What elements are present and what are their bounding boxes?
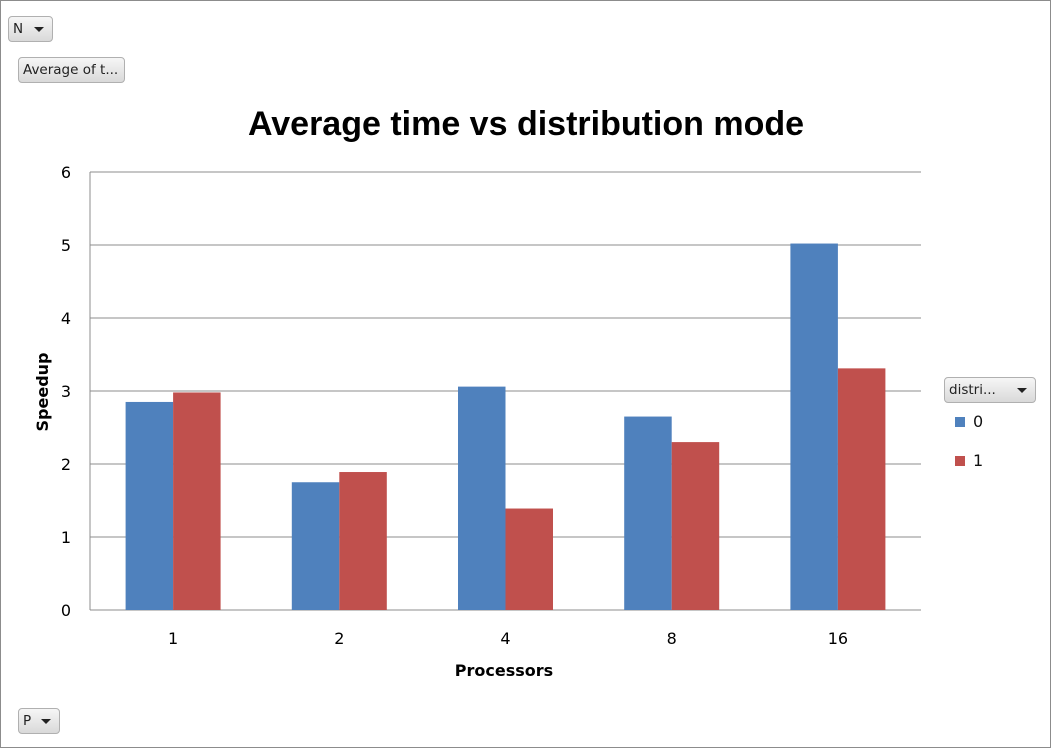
bar-series-1-cat-4 (505, 508, 553, 610)
report-filter-label: N (13, 21, 24, 37)
y-tick-label-0: 0 (61, 601, 71, 620)
dropdown-arrow-icon (41, 718, 51, 724)
x-tick-label-1: 2 (334, 629, 344, 648)
bars (125, 243, 886, 611)
axis-field-button[interactable]: P (18, 708, 60, 734)
report-filter-button[interactable]: N (8, 16, 53, 42)
y-axis-label: Speedup (33, 353, 52, 432)
x-tick-label-2: 4 (500, 629, 510, 648)
legend-label-series-0: 0 (973, 412, 984, 431)
legend-swatch-series-1 (955, 455, 965, 466)
dropdown-arrow-icon (1017, 387, 1027, 393)
legend-label-series-1: 1 (973, 451, 984, 470)
bar-series-0-cat-2 (291, 482, 340, 610)
chart-title: Average time vs distribution mode (248, 105, 804, 143)
y-tick-label-3: 3 (61, 382, 71, 401)
y-tick-label-2: 2 (61, 455, 71, 474)
legend-item-series-1: 1 (955, 451, 983, 470)
y-tick-label-5: 5 (61, 236, 71, 255)
legend-swatch-series-0 (955, 416, 965, 427)
bar-series-1-cat-16 (837, 368, 886, 610)
bar-series-0-cat-8 (624, 416, 672, 610)
bar-series-0-cat-4 (458, 386, 506, 610)
bar-series-1-cat-8 (671, 442, 720, 610)
axis-field-label: P (23, 713, 32, 729)
x-axis-tick-labels: 1 2 4 8 16 (168, 629, 848, 648)
x-tick-label-0: 1 (168, 629, 178, 648)
y-tick-label-6: 6 (61, 163, 71, 182)
y-axis-tick-labels: 0 1 2 3 4 5 6 (61, 163, 71, 620)
legend-field-button[interactable]: distri... (944, 377, 1036, 403)
x-tick-label-4: 16 (828, 629, 848, 648)
legend-item-series-0: 0 (955, 412, 983, 431)
y-tick-label-1: 1 (61, 528, 71, 547)
values-field-button[interactable]: Average of t... (18, 57, 125, 83)
y-tick-label-4: 4 (61, 309, 71, 328)
dropdown-arrow-icon (34, 26, 44, 32)
legend-field-label: distri... (949, 382, 996, 398)
bar-series-1-cat-1 (173, 392, 221, 610)
x-axis-label: Processors (455, 661, 553, 680)
bar-series-1-cat-2 (339, 472, 387, 610)
bar-series-0-cat-16 (790, 243, 838, 611)
x-tick-label-3: 8 (667, 629, 677, 648)
bar-series-0-cat-1 (125, 401, 174, 610)
values-field-label: Average of t... (23, 62, 119, 78)
